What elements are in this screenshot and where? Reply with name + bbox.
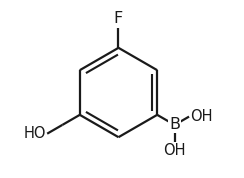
Text: HO: HO: [23, 126, 46, 141]
Text: OH: OH: [190, 109, 213, 124]
Text: F: F: [114, 11, 123, 26]
Text: B: B: [169, 117, 180, 132]
Text: OH: OH: [163, 143, 186, 158]
